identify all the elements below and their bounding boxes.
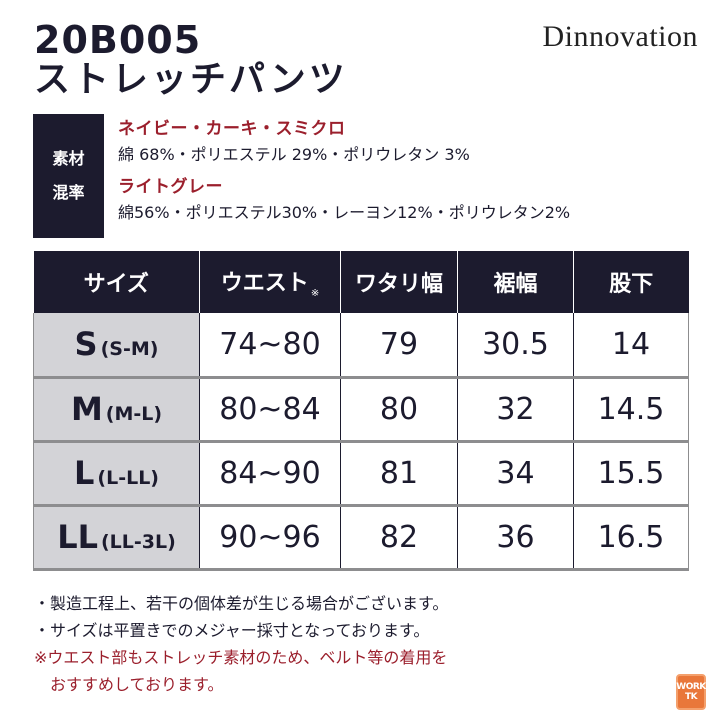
- waist-cell: 80~84: [199, 377, 341, 443]
- thigh-cell: 80: [340, 377, 458, 443]
- size-cell: L (L-LL): [33, 441, 200, 507]
- inseam-cell: 16.5: [573, 505, 689, 571]
- material-colors-2: ライトグレー: [118, 177, 223, 197]
- material-label: 素材 混率: [33, 114, 104, 238]
- size-cell: M (M-L): [33, 377, 200, 443]
- note-warning-line2: おすすめしております。: [50, 675, 224, 694]
- header-inseam: 股下: [573, 251, 689, 313]
- hem-cell: 36: [457, 505, 574, 571]
- waist-cell: 74~80: [199, 313, 341, 379]
- waist-cell: 84~90: [199, 441, 341, 507]
- waist-note-mark: ※: [310, 288, 320, 299]
- size-cell: LL (LL-3L): [33, 505, 200, 571]
- material-label-line1: 素材: [52, 149, 85, 168]
- header-size: サイズ: [33, 251, 200, 313]
- note-warning-line1: ※ウエスト部もストレッチ素材のため、ベルト等の着用を: [34, 648, 448, 667]
- waist-cell: 90~96: [199, 505, 341, 571]
- thigh-cell: 81: [340, 441, 458, 507]
- material-composition: ネイビー・カーキ・スミクロ 綿 68%・ポリエステル 29%・ポリウレタン 3%…: [118, 116, 570, 232]
- brand-name: Dinnovation: [542, 20, 698, 53]
- thigh-cell: 82: [340, 505, 458, 571]
- thigh-cell: 79: [340, 313, 458, 379]
- hem-cell: 30.5: [457, 313, 574, 379]
- header-thigh-width: ワタリ幅: [340, 251, 458, 313]
- size-cell: S (S-M): [33, 313, 200, 379]
- table-row: M (M-L) 80~84 80 32 14.5: [33, 377, 689, 443]
- size-table: サイズ ウエスト ※ ワタリ幅 裾幅 股下 S (S-M) 74~80 79 30.…: [33, 251, 689, 571]
- table-header-row: サイズ ウエスト ※ ワタリ幅 裾幅 股下: [33, 251, 689, 313]
- product-code: 20B005: [34, 18, 202, 62]
- material-colors-1: ネイビー・カーキ・スミクロ: [118, 119, 346, 139]
- logo-line2: TK: [684, 692, 698, 702]
- header-hem-width: 裾幅: [457, 251, 574, 313]
- hem-cell: 32: [457, 377, 574, 443]
- notes: ・製造工程上、若干の個体差が生じる場合がございます。 ・サイズは平置きでのメジャ…: [34, 590, 448, 698]
- logo-line1: WORK: [676, 682, 706, 692]
- table-row: S (S-M) 74~80 79 30.5 14: [33, 313, 689, 379]
- material-composition-2: 綿56%・ポリエステル30%・レーヨン12%・ポリウレタン2%: [118, 203, 571, 222]
- product-name: ストレッチパンツ: [34, 59, 348, 100]
- hem-cell: 34: [457, 441, 574, 507]
- material-composition-1: 綿 68%・ポリエステル 29%・ポリウレタン 3%: [118, 145, 470, 164]
- inseam-cell: 14: [573, 313, 689, 379]
- inseam-cell: 14.5: [573, 377, 689, 443]
- note-manufacturing: ・製造工程上、若干の個体差が生じる場合がございます。: [34, 594, 449, 613]
- header-waist: ウエスト ※: [199, 251, 341, 313]
- material-label-line2: 混率: [52, 183, 85, 202]
- note-measurement: ・サイズは平置きでのメジャー採寸となっております。: [34, 621, 430, 640]
- inseam-cell: 15.5: [573, 441, 689, 507]
- table-row: L (L-LL) 84~90 81 34 15.5: [33, 441, 689, 507]
- work-tk-logo-icon: WORK TK: [676, 674, 706, 710]
- table-row: LL (LL-3L) 90~96 82 36 16.5: [33, 505, 689, 571]
